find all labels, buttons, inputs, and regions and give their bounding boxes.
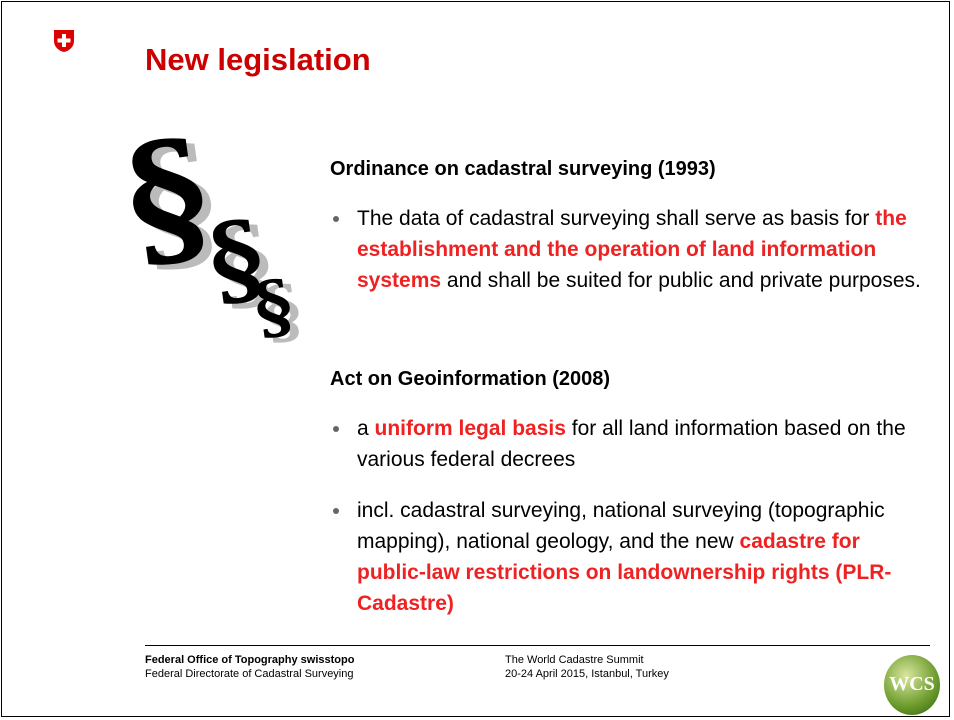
- slide-title: New legislation: [145, 42, 371, 78]
- emphasized-text: uniform legal basis: [375, 417, 566, 440]
- logo: WCS: [884, 655, 940, 715]
- footer-event: The World Cadastre Summit: [505, 653, 644, 667]
- footer-event-details: 20-24 April 2015, Istanbul, Turkey: [505, 667, 669, 681]
- bullet-dot: [333, 508, 339, 514]
- bullet-dot: [333, 216, 339, 222]
- swiss-emblem: [53, 29, 75, 53]
- page: {"header": {"title": "New legislation"},…: [0, 0, 954, 720]
- bullet-item: The data of cadastral surveying shall se…: [357, 203, 932, 296]
- logo-text: WCS: [884, 673, 940, 696]
- section-heading: Act on Geoinformation (2008): [330, 368, 610, 391]
- body-text: a: [357, 417, 375, 440]
- bullet-item: a uniform legal basis for all land infor…: [357, 413, 932, 475]
- footer-organization: Federal Office of Topography swisstopo: [145, 653, 354, 667]
- bullet-item: incl. cadastral surveying, national surv…: [357, 495, 932, 619]
- section-heading: Ordinance on cadastral surveying (1993): [330, 158, 716, 181]
- footer-department: Federal Directorate of Cadastral Surveyi…: [145, 667, 353, 681]
- bullet-dot: [333, 426, 339, 432]
- footer-rule: [145, 645, 930, 646]
- body-text: The data of cadastral surveying shall se…: [357, 207, 875, 230]
- slide: New legislation § § § Ordinance on cadas…: [0, 0, 954, 720]
- body-text: and shall be suited for public and priva…: [441, 269, 921, 292]
